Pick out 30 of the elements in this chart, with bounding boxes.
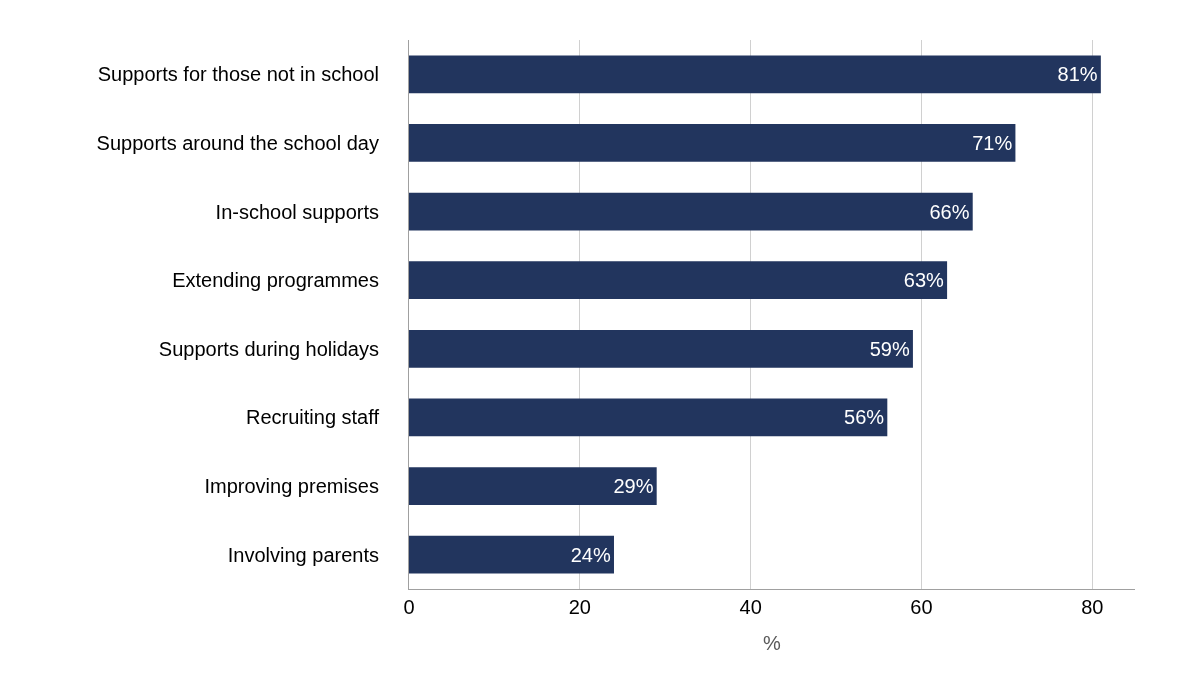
bar xyxy=(409,261,948,300)
data-label: 24% xyxy=(570,543,611,566)
bar xyxy=(409,329,913,368)
bar xyxy=(409,398,888,437)
x-tick-label: 0 xyxy=(403,596,415,618)
data-label: 56% xyxy=(844,406,885,429)
data-label: 29% xyxy=(613,475,654,498)
bar xyxy=(409,192,973,231)
y-tick-label: Supports for those not in school xyxy=(97,63,379,86)
x-axis-title: % xyxy=(763,631,782,654)
data-label: 63% xyxy=(903,269,945,292)
bar xyxy=(409,535,614,574)
x-tick-label: 40 xyxy=(739,596,762,618)
y-tick-label: In-school supports xyxy=(215,200,379,223)
data-label: 66% xyxy=(929,200,970,223)
bar xyxy=(409,467,657,505)
y-tick-label: Supports around the school day xyxy=(96,131,379,154)
x-tick-label: 80 xyxy=(1081,596,1104,618)
bar xyxy=(409,124,1016,162)
y-tick-label: Involving parents xyxy=(227,543,379,566)
data-label: 59% xyxy=(869,337,910,360)
bar xyxy=(409,55,1101,94)
y-tick-label: Recruiting staff xyxy=(245,406,380,429)
y-tick-label: Improving premises xyxy=(204,475,379,498)
y-tick-label: Supports during holidays xyxy=(158,337,379,360)
data-label: 71% xyxy=(972,131,1013,154)
data-label: 81% xyxy=(1057,63,1098,86)
x-tick-label: 60 xyxy=(910,596,933,618)
y-tick-label: Extending programmes xyxy=(172,269,379,292)
x-tick-label: 20 xyxy=(568,596,591,618)
